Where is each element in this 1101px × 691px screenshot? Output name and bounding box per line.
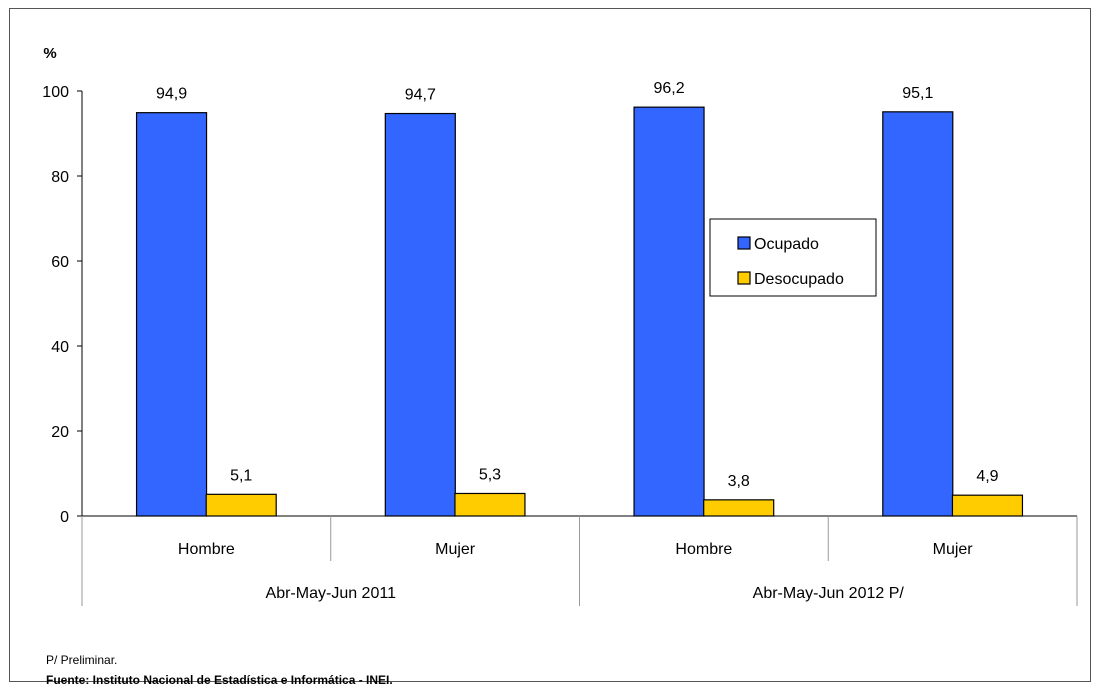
y-axis-label: %	[43, 45, 56, 62]
x-category-label: Mujer	[435, 541, 476, 558]
bar-ocupado-3	[882, 111, 954, 517]
y-tick-label-0: 0	[60, 509, 69, 526]
y-tick-label-40: 40	[51, 339, 69, 356]
x-category-label: Hombre	[178, 541, 235, 558]
x-category-label: Mujer	[933, 541, 974, 558]
data-label-ocupado-1: 94,7	[405, 87, 436, 104]
legend-swatch-desocupado	[737, 271, 751, 285]
x-group-label: Abr-May-Jun 2011	[266, 585, 397, 602]
y-tick-label-20: 20	[51, 424, 69, 441]
bar-desocupado-0	[205, 493, 277, 517]
data-label-desocupado-0: 5,1	[230, 467, 252, 484]
legend-label-ocupado: Ocupado	[754, 236, 819, 253]
legend-swatch-ocupado	[737, 236, 751, 250]
preliminary-note: P/ Preliminar.	[46, 653, 118, 667]
chart: % 0 20 40 60 80 100 Hombre Mujer Hombre Mujer Abr-M…	[42, 45, 1078, 606]
y-tick-label-60: 60	[51, 254, 69, 271]
bar-ocupado-1	[384, 112, 456, 517]
data-label-ocupado-0: 94,9	[156, 86, 187, 103]
bar-desocupado-3	[951, 494, 1024, 517]
data-label-desocupado-2: 3,8	[728, 473, 750, 490]
y-tick-label-80: 80	[51, 169, 69, 186]
data-label-ocupado-2: 96,2	[653, 80, 684, 97]
data-label-ocupado-3: 95,1	[902, 85, 933, 102]
bar-ocupado-2	[633, 106, 705, 517]
data-label-desocupado-3: 4,9	[976, 468, 998, 485]
y-tick-label-100: 100	[42, 84, 69, 101]
bar-ocupado-0	[135, 112, 208, 517]
x-category-label: Hombre	[675, 541, 732, 558]
legend-label-desocupado: Desocupado	[754, 271, 844, 288]
data-label-desocupado-1: 5,3	[479, 466, 501, 483]
bar-desocupado-2	[703, 499, 775, 517]
bar-desocupado-1	[454, 492, 526, 517]
chart-frame: % 0 20 40 60 80 100 Hombre Mujer Hombre Mujer Abr-M…	[9, 8, 1091, 687]
source-note: Fuente: Instituto Nacional de Estadístic…	[46, 673, 393, 687]
x-group-label: Abr-May-Jun 2012 P/	[753, 585, 905, 602]
